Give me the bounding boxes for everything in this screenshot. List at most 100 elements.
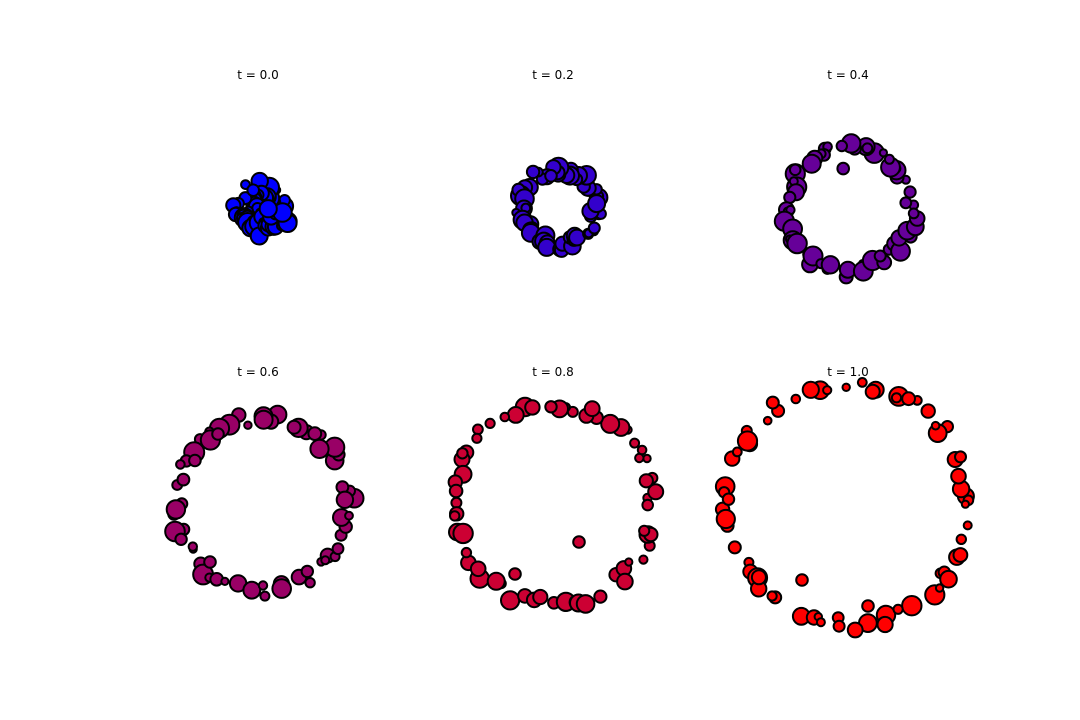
scatter-point	[952, 547, 969, 563]
scatter-point	[508, 567, 522, 581]
scatter-point	[448, 483, 464, 499]
scatter-point	[846, 621, 864, 639]
scatter-point	[469, 560, 487, 578]
scatter-points	[225, 171, 298, 246]
subplot-5: t = 1.0	[714, 365, 975, 639]
scatter-point	[861, 599, 875, 613]
scatter-point	[721, 492, 736, 506]
scatter-point	[762, 415, 773, 426]
scatter-point	[246, 183, 260, 197]
scatter-point	[629, 437, 641, 449]
scatter-point	[304, 577, 316, 589]
scatter-point	[271, 578, 293, 599]
scatter-point	[452, 522, 474, 545]
scatter-point	[331, 542, 345, 556]
subplot-0: t = 0.0	[225, 68, 298, 246]
scatter-point	[962, 520, 973, 531]
scatter-point	[499, 411, 511, 423]
scatter-point	[572, 535, 586, 549]
scatter-point	[220, 576, 230, 587]
scatter-point	[856, 377, 868, 388]
scatter-point	[750, 569, 767, 586]
scatter-point	[815, 617, 826, 628]
scatter-point	[525, 164, 541, 180]
subplot-title: t = 0.2	[532, 68, 573, 82]
scatter-points	[164, 404, 365, 602]
scatter-point	[801, 153, 822, 174]
scatter-point	[484, 417, 496, 429]
scatter-point	[471, 432, 483, 444]
scatter-point	[203, 555, 217, 569]
subplot-1: t = 0.2	[510, 68, 609, 258]
scatter-point	[187, 541, 199, 552]
scatter-point	[841, 382, 851, 392]
scatter-point	[883, 153, 895, 165]
scatter-point	[309, 438, 330, 459]
scatter-point	[641, 498, 655, 512]
subplot-title: t = 0.8	[532, 365, 573, 379]
scatter-point	[822, 385, 833, 396]
scatter-point	[901, 391, 916, 407]
scatter-point	[901, 595, 923, 617]
scatter-point	[307, 426, 323, 442]
scatter-point	[832, 619, 846, 633]
scatter-points	[447, 396, 665, 614]
subplot-2: t = 0.4	[773, 68, 926, 285]
scatter-point	[766, 590, 778, 602]
scatter-point	[820, 255, 841, 275]
scatter-point	[954, 450, 967, 464]
scatter-point	[259, 590, 271, 602]
scatter-point	[449, 510, 461, 522]
scatter-point	[583, 400, 601, 418]
scatter-point	[524, 399, 541, 416]
scatter-point	[786, 232, 808, 255]
scatter-point	[950, 467, 967, 485]
scatter-point	[188, 453, 202, 468]
scatter-point	[638, 524, 651, 537]
scatter-point	[211, 427, 225, 441]
scatter-point	[801, 380, 820, 399]
scatter-point	[903, 185, 917, 199]
scatter-point	[899, 196, 913, 210]
scatter-point	[460, 546, 473, 559]
subplot-title: t = 0.6	[237, 365, 278, 379]
scatter-point	[736, 430, 759, 452]
scatter-point	[257, 580, 269, 591]
scatter-point	[500, 590, 521, 611]
scatter-point	[486, 571, 506, 591]
scatter-point	[300, 564, 314, 579]
subplot-title: t = 1.0	[827, 365, 868, 379]
scatter-point	[544, 169, 558, 183]
scatter-point	[790, 393, 802, 405]
scatter-point	[638, 473, 654, 489]
scatter-point	[715, 508, 736, 530]
scatter-point	[788, 163, 802, 177]
scatter-point	[876, 615, 894, 634]
scatter-point	[861, 142, 874, 155]
subplot-4: t = 0.8	[447, 365, 665, 614]
scatter-point	[616, 572, 634, 591]
scatter-point	[544, 400, 558, 414]
scatter-point	[890, 392, 903, 404]
scatter-point	[258, 199, 278, 219]
scatter-point	[907, 207, 920, 220]
scatter-point	[727, 540, 742, 555]
scatter-point	[920, 403, 936, 419]
scatter-point	[731, 446, 743, 458]
scatter-point	[930, 420, 941, 431]
scatter-point	[960, 499, 971, 509]
scatter-point	[836, 161, 851, 176]
scatter-point	[176, 472, 191, 487]
scatter-point	[647, 483, 665, 501]
scatter-point	[575, 594, 596, 614]
scatter-point	[243, 420, 253, 430]
scatter-point	[174, 532, 188, 546]
scatter-point	[934, 583, 945, 593]
scatter-point	[320, 555, 331, 566]
scatter-point	[456, 447, 469, 460]
scatter-points	[773, 133, 926, 285]
scatter-point	[506, 406, 525, 424]
scatter-point	[624, 557, 634, 567]
scatter-point	[795, 573, 809, 587]
scatter-point	[939, 569, 958, 589]
